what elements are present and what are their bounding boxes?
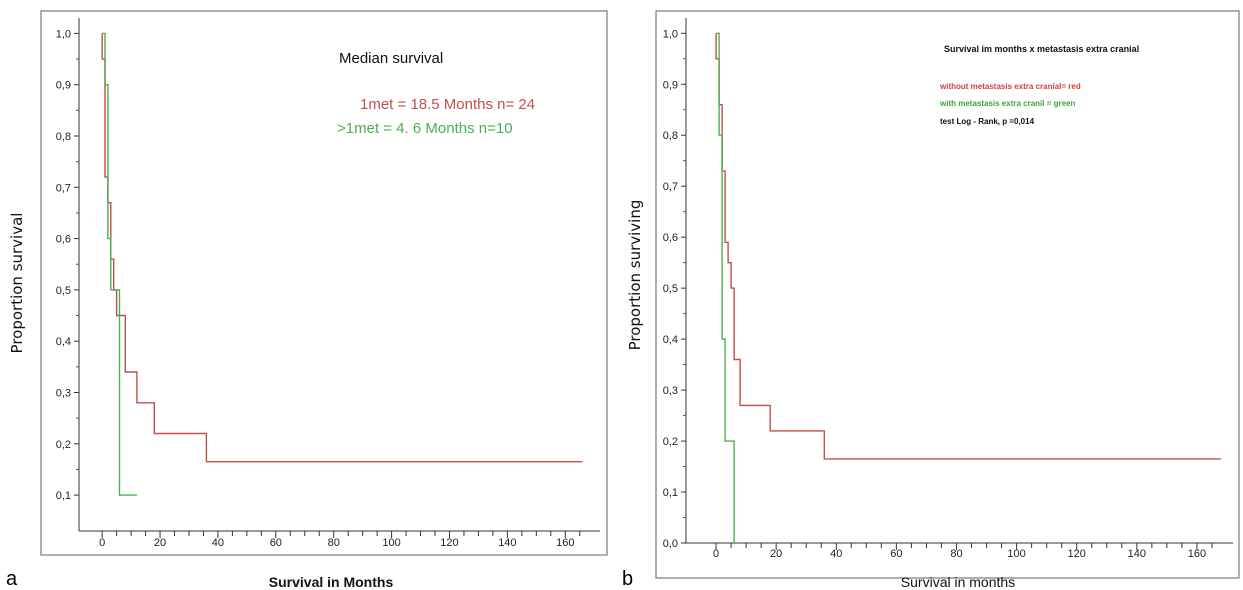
chart-b-annotation-3: test Log - Rank, p =0,014	[940, 117, 1035, 126]
chart-a-x-tick-label: 100	[382, 537, 400, 549]
chart-a-annotation-1: 1met = 18.5 Months n= 24	[360, 96, 535, 113]
chart-a-x-tick-label: 80	[328, 537, 340, 549]
chart-b-y-tick-label: 0,5	[663, 283, 678, 295]
chart-b-x-tick-label: 140	[1128, 548, 1146, 560]
chart-b-annotation-2: with metastasis extra cranil = green	[939, 99, 1076, 108]
chart-b: 0,0 0,1 0,2 0,3 0,4 0,5 0,6 0,7 0,8 0,9 1,0 0 20 40 60…	[626, 10, 1240, 590]
chart-b-x-tick-label: 80	[950, 548, 962, 560]
chart-b-x-tick-label: 160	[1188, 548, 1206, 560]
chart-a-y-tick-label: 0,2	[56, 439, 71, 451]
chart-b-y-tick-label: 0,6	[663, 232, 678, 244]
chart-a-y-tick-label: 0,9	[56, 80, 71, 92]
chart-b-x-tick-label: 60	[890, 548, 902, 560]
chart-a-ylabel: Proportion survival	[8, 213, 26, 354]
chart-a-y-tick-label: 0,5	[56, 285, 71, 297]
chart-a-annotation-2: >1met = 4. 6 Months n=10	[337, 120, 513, 137]
chart-b-y-tick-label: 0,2	[663, 436, 678, 448]
chart-b-y-tick-label: 0,8	[663, 130, 678, 142]
chart-a-x-tick-label: 0	[99, 537, 105, 549]
chart-b-series-green	[716, 32, 735, 543]
chart-b-y-tick-label: 0,9	[663, 79, 678, 91]
chart-b-y-tick-label: 1,0	[663, 28, 678, 40]
chart-b-x-tick-label: 40	[830, 548, 842, 560]
chart-a-series-green	[102, 32, 137, 496]
chart-a-y-tick-label: 1,0	[56, 28, 71, 40]
chart-b-ylabel: Proportion surviving	[626, 200, 644, 351]
panel-a-label: a	[6, 568, 18, 590]
chart-b-x-tick-label: 120	[1068, 548, 1086, 560]
chart-a-x-tick-label: 120	[440, 537, 458, 549]
chart-b-frame	[655, 10, 1240, 579]
chart-b-xlabel: Survival in months	[901, 574, 1015, 590]
chart-b-x-tick-label: 100	[1007, 548, 1025, 560]
chart-a-x-tick-label: 160	[556, 537, 574, 549]
chart-a-y-tick-label: 0,8	[56, 131, 71, 143]
chart-a-y-tick-label: 0,4	[56, 336, 71, 348]
chart-a-x-tick-label: 140	[498, 537, 516, 549]
chart-a-xlabel: Survival in Months	[269, 574, 394, 590]
chart-a-y-tick-label: 0,6	[56, 234, 71, 246]
chart-a-x-tick-label: 20	[154, 537, 166, 549]
chart-b-title: Survival im months x metastasis extra cr…	[944, 44, 1139, 54]
chart-a-x-tick-label: 40	[212, 537, 224, 549]
chart-b-annotation-1: without metastasis extra cranial= red	[939, 82, 1081, 91]
chart-a-title: Median survival	[339, 50, 443, 67]
chart-b-x-tick-label: 20	[770, 548, 782, 560]
panel-b-label: b	[622, 568, 633, 590]
chart-a: 0,1 0,2 0,3 0,4 0,5 0,6 0,7 0,8 0,9 1,0 0 20 40 60 80 1…	[8, 10, 608, 590]
chart-a-frame	[40, 10, 608, 556]
chart-b-y-tick-label: 0,3	[663, 385, 678, 397]
chart-b-y-tick-label: 0,4	[663, 334, 678, 346]
chart-a-x-tick-label: 60	[270, 537, 282, 549]
chart-b-y-tick-label: 0,1	[663, 487, 678, 499]
chart-b-y-tick-label: 0,0	[663, 538, 678, 550]
chart-b-series-red	[715, 33, 1221, 460]
chart-a-y-tick-label: 0,7	[56, 182, 71, 194]
chart-b-y-tick-label: 0,7	[663, 181, 678, 193]
chart-a-y-tick-label: 0,1	[56, 490, 71, 502]
chart-b-x-tick-label: 0	[713, 548, 719, 560]
chart-a-y-tick-label: 0,3	[56, 387, 71, 399]
